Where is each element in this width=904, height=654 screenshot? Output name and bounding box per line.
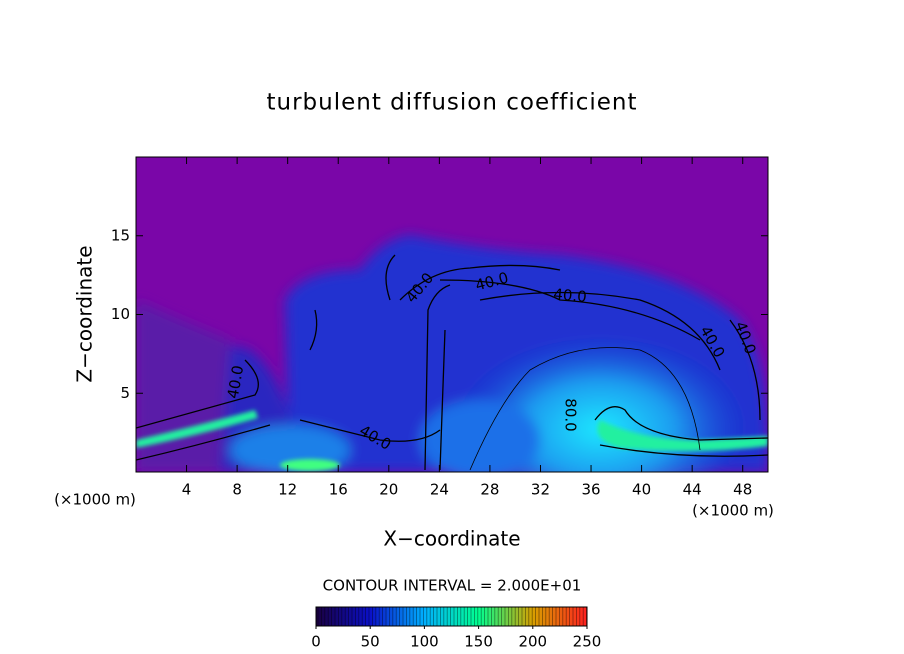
- x-tick-label: 20: [379, 481, 398, 499]
- x-unit-label: (×1000 m): [692, 502, 774, 520]
- colorbar-tick-label: 100: [410, 633, 439, 651]
- contour-interval: CONTOUR INTERVAL = 2.000E+01: [323, 577, 582, 595]
- colorbar-tick-label: 250: [573, 633, 602, 651]
- y-unit-label: (×1000 m): [54, 491, 136, 509]
- x-tick-label: 12: [278, 481, 297, 499]
- x-tick-label: 8: [232, 481, 242, 499]
- colorbar-tick-label: 150: [464, 633, 493, 651]
- x-tick-label: 4: [182, 481, 192, 499]
- y-tick-label: 5: [120, 384, 130, 402]
- field-streaks: [136, 410, 768, 471]
- y-tick-label: 10: [111, 305, 130, 323]
- contour-lines: [136, 254, 768, 471]
- colorbar-tick-label: 0: [311, 633, 321, 651]
- colorbar-tick-label: 200: [518, 633, 547, 651]
- x-tick-label: 32: [531, 481, 550, 499]
- x-tick-label: 36: [581, 481, 600, 499]
- x-tick-label: 28: [480, 481, 499, 499]
- x-tick-label: 24: [430, 481, 449, 499]
- contour-label: 40.0: [553, 285, 588, 306]
- x-tick-label: 40: [632, 481, 651, 499]
- x-tick-label: 48: [733, 481, 752, 499]
- field: [136, 157, 768, 472]
- x-tick-label: 44: [683, 481, 702, 499]
- chart-title: turbulent diffusion coefficient: [266, 90, 637, 116]
- colorbar-tick-label: 50: [361, 633, 380, 651]
- contour-label: 40.0: [224, 364, 248, 400]
- y-axis-label: Z−coordinate: [73, 245, 97, 382]
- colorbar: [315, 606, 588, 627]
- contour-label: 80.0: [562, 398, 580, 431]
- x-tick-label: 16: [329, 481, 348, 499]
- field-shading: [136, 235, 768, 472]
- y-tick-label: 15: [111, 226, 130, 244]
- x-axis-label: X−coordinate: [383, 527, 520, 551]
